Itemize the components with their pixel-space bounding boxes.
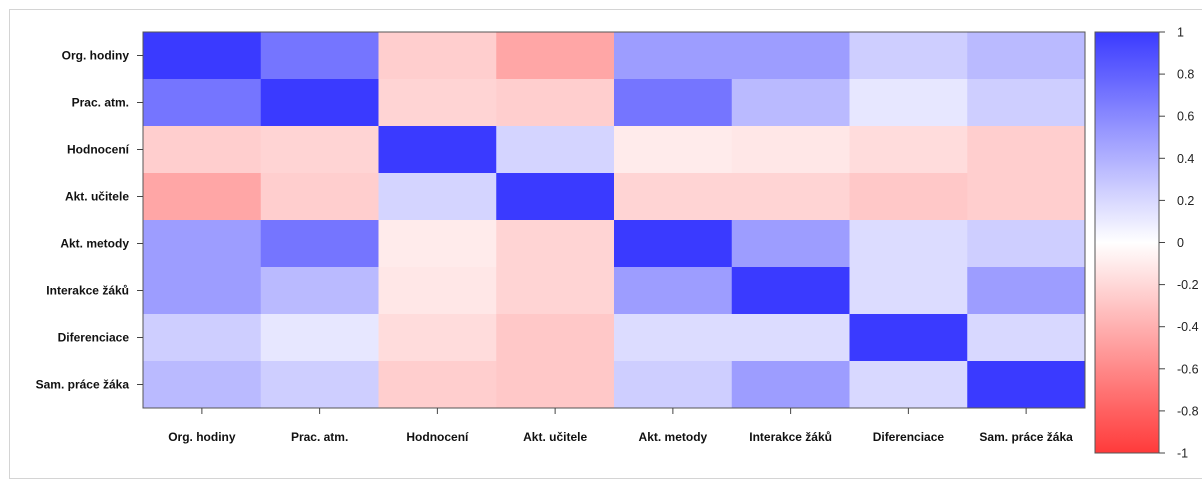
- heatmap-cell: [496, 220, 615, 268]
- heatmap-cell: [378, 314, 497, 362]
- column-label: Akt. učitele: [523, 430, 587, 444]
- column-label: Hodnocení: [406, 430, 469, 444]
- heatmap-cell: [731, 173, 850, 221]
- heatmap-cell: [614, 220, 733, 268]
- heatmap-cell: [143, 173, 262, 221]
- heatmap-cell: [967, 267, 1086, 315]
- heatmap-cell: [260, 32, 379, 80]
- colorbar: 1 0.8 0.6 0.4 0.2 0 -0.2 -0.4 -0.6 -0.8 -1: [1094, 26, 1199, 461]
- heatmap-cell: [143, 314, 262, 362]
- heatmap-cell: [260, 220, 379, 268]
- row-label: Interakce žáků: [46, 284, 129, 298]
- heatmap-cell: [849, 267, 968, 315]
- colorbar-tick-label: -0.8: [1177, 404, 1199, 418]
- column-label: Diferenciace: [873, 430, 945, 444]
- correlation-heatmap: Org. hodiny Prac. atm. Hodnocení Akt. učite…: [36, 26, 1199, 461]
- row-label: Diferenciace: [58, 331, 130, 345]
- row-labels: Org. hodiny Prac. atm. Hodnocení Akt. učite…: [36, 49, 143, 392]
- heatmap-cell: [967, 173, 1086, 221]
- colorbar-tick-label: 0.4: [1177, 152, 1194, 166]
- row-label: Akt. učitele: [65, 190, 129, 204]
- heatmap-cell: [496, 173, 615, 221]
- heatmap-cell: [378, 79, 497, 127]
- heatmap-cell: [496, 79, 615, 127]
- heatmap-cell: [143, 267, 262, 315]
- heatmap-cell: [614, 79, 733, 127]
- heatmap-cell: [731, 32, 850, 80]
- heatmap-cell: [731, 267, 850, 315]
- column-labels: Org. hodiny Prac. atm. Hodnocení Akt. učite…: [168, 408, 1073, 444]
- heatmap-cell: [143, 126, 262, 174]
- heatmap-cell: [496, 361, 615, 409]
- heatmap-cell: [849, 314, 968, 362]
- heatmap-cell: [260, 361, 379, 409]
- heatmap-cell: [143, 32, 262, 80]
- row-label: Org. hodiny: [62, 49, 130, 63]
- heatmap-cell: [614, 173, 733, 221]
- colorbar-tick-label: -0.2: [1177, 278, 1199, 292]
- heatmap-cell: [614, 361, 733, 409]
- heatmap-cell: [378, 32, 497, 80]
- heatmap-cell: [967, 314, 1086, 362]
- column-label: Akt. metody: [639, 430, 708, 444]
- heatmap-cell: [967, 126, 1086, 174]
- heatmap-cell: [260, 126, 379, 174]
- heatmap-cell: [731, 314, 850, 362]
- colorbar-tick-label: 1: [1177, 26, 1184, 40]
- heatmap-cell: [849, 32, 968, 80]
- row-label: Sam. práce žáka: [36, 378, 130, 392]
- row-label: Prac. atm.: [72, 96, 129, 110]
- colorbar-tick-label: -0.6: [1177, 362, 1199, 376]
- column-label: Sam. práce žáka: [979, 430, 1073, 444]
- heatmap-cell: [849, 173, 968, 221]
- heatmap-cell: [967, 79, 1086, 127]
- heatmap-cell: [260, 79, 379, 127]
- heatmap-cell: [967, 32, 1086, 80]
- colorbar-gradient: [1094, 31, 1160, 454]
- colorbar-tick-label: 0.2: [1177, 194, 1194, 208]
- heatmap-cell: [143, 220, 262, 268]
- heatmap-cell: [614, 32, 733, 80]
- heatmap-cell: [496, 126, 615, 174]
- heatmap-cell: [260, 173, 379, 221]
- heatmap-cell: [849, 126, 968, 174]
- heatmap-cell: [614, 314, 733, 362]
- heatmap-cell: [614, 267, 733, 315]
- column-label: Org. hodiny: [168, 430, 236, 444]
- heatmap-cell: [378, 267, 497, 315]
- heatmap-cell: [378, 220, 497, 268]
- heatmap-cell: [260, 267, 379, 315]
- heatmap-cell: [496, 32, 615, 80]
- row-label: Akt. metody: [60, 237, 129, 251]
- heatmap-cell: [614, 126, 733, 174]
- heatmap-cell: [731, 361, 850, 409]
- heatmap-cell: [967, 361, 1086, 409]
- heatmap-cell: [496, 314, 615, 362]
- heatmap-cell: [496, 267, 615, 315]
- row-label: Hodnocení: [67, 143, 130, 157]
- heatmap-cell: [731, 126, 850, 174]
- heatmap-cell: [849, 361, 968, 409]
- heatmap-cell: [849, 220, 968, 268]
- colorbar-tick-label: -0.4: [1177, 320, 1199, 334]
- column-label: Prac. atm.: [291, 430, 348, 444]
- colorbar-tick-label: -1: [1177, 447, 1188, 461]
- colorbar-tick-label: 0.6: [1177, 110, 1194, 124]
- heatmap-cell: [967, 220, 1086, 268]
- heatmap-cell: [260, 314, 379, 362]
- heatmap-cell: [731, 220, 850, 268]
- colorbar-tick-label: 0: [1177, 236, 1184, 250]
- heatmap-cell: [378, 173, 497, 221]
- heatmap-border: [142, 31, 1086, 409]
- heatmap-cell: [378, 361, 497, 409]
- heatmap-cell: [143, 361, 262, 409]
- heatmap-cell: [849, 79, 968, 127]
- heatmap-cell: [378, 126, 497, 174]
- heatmap-cells: [143, 32, 1086, 409]
- heatmap-cell: [731, 79, 850, 127]
- heatmap-cell: [143, 79, 262, 127]
- colorbar-tick-label: 0.8: [1177, 68, 1194, 82]
- column-label: Interakce žáků: [749, 430, 832, 444]
